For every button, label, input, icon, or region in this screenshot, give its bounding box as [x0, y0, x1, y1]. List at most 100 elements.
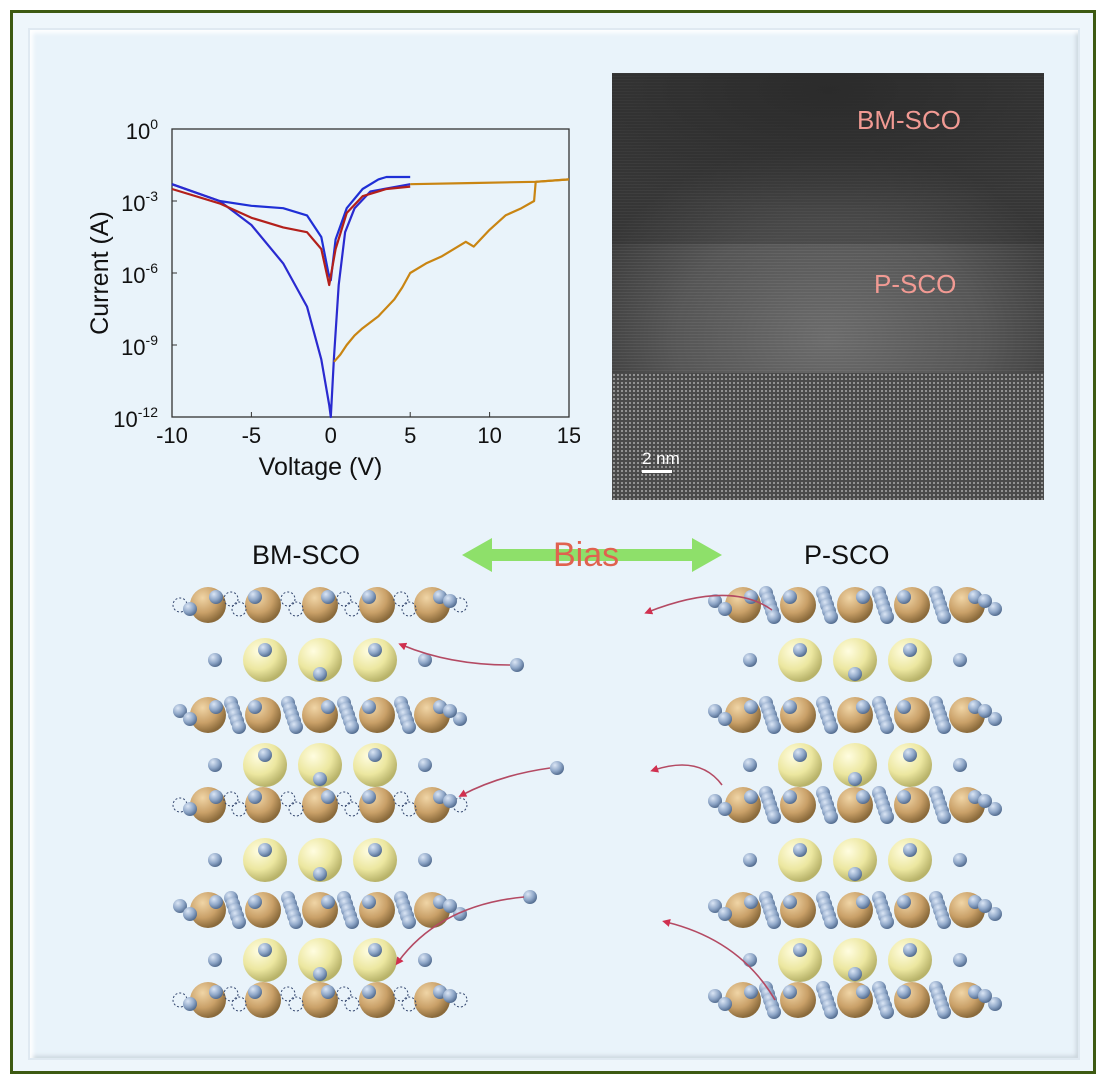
oxygen-atom — [897, 790, 911, 804]
oxygen-atom — [743, 953, 757, 967]
ion-migration-arrow — [650, 764, 723, 786]
oxygen-atom — [550, 761, 564, 775]
oxygen-atom — [708, 704, 722, 718]
oxygen-vacancy — [231, 801, 247, 817]
oxygen-atom — [848, 867, 862, 881]
oxygen-atom — [258, 643, 272, 657]
oxygen-atom — [856, 790, 870, 804]
oxygen-atom — [783, 895, 797, 909]
oxygen-atom — [856, 895, 870, 909]
oxygen-atom — [783, 790, 797, 804]
oxygen-atom — [248, 590, 262, 604]
oxygen-atom — [783, 590, 797, 604]
oxygen-atom — [368, 643, 382, 657]
sr-atom — [353, 938, 397, 982]
oxygen-atom — [988, 802, 1002, 816]
sr-atom — [888, 743, 932, 787]
oxygen-atom — [248, 985, 262, 999]
tem-image: BM-SCO P-SCO 2 nm — [612, 73, 1044, 500]
oxygen-atom — [978, 594, 992, 608]
sr-atom — [833, 938, 877, 982]
oxygen-atom — [321, 895, 335, 909]
oxygen-atom — [743, 758, 757, 772]
oxygen-atom — [453, 712, 467, 726]
oxygen-atom — [767, 720, 781, 734]
oxygen-atom — [443, 989, 457, 1003]
x-axis-label: Voltage (V) — [259, 453, 383, 481]
sr-atom — [353, 838, 397, 882]
oxygen-vacancy — [231, 996, 247, 1012]
oxygen-atom — [443, 899, 457, 913]
oxygen-atom — [897, 590, 911, 604]
tem-label-p-sco: P-SCO — [874, 269, 957, 299]
oxygen-atom — [345, 720, 359, 734]
oxygen-atom — [248, 895, 262, 909]
bias-label: Bias — [553, 536, 620, 574]
oxygen-atom — [418, 758, 432, 772]
sr-atom — [243, 838, 287, 882]
oxygen-atom — [880, 610, 894, 624]
oxygen-atom — [208, 758, 222, 772]
oxygen-atom — [368, 748, 382, 762]
bm-sco-title: BM-SCO — [252, 540, 360, 570]
tem-bm-sco-region — [612, 73, 1044, 244]
oxygen-vacancy — [344, 996, 360, 1012]
oxygen-atom — [880, 1005, 894, 1019]
series-blue-low — [171, 183, 411, 419]
oxygen-atom — [937, 810, 951, 824]
oxygen-atom — [248, 700, 262, 714]
oxygen-atom — [248, 790, 262, 804]
oxygen-atom — [767, 610, 781, 624]
oxygen-vacancy — [280, 591, 296, 607]
oxygen-vacancy — [223, 986, 239, 1002]
ion-migration-arrow — [458, 767, 551, 797]
p-sco-title: P-SCO — [804, 540, 890, 570]
oxygen-vacancy — [288, 801, 304, 817]
sr-atom — [778, 838, 822, 882]
oxygen-atom — [523, 890, 537, 904]
oxygen-atom — [783, 700, 797, 714]
ion-migration-arrow — [395, 896, 525, 966]
oxygen-vacancy — [288, 601, 304, 617]
sr-atom — [353, 638, 397, 682]
oxygen-atom — [824, 915, 838, 929]
oxygen-atom — [209, 590, 223, 604]
sr-atom — [778, 938, 822, 982]
oxygen-atom — [183, 712, 197, 726]
oxygen-atom — [988, 997, 1002, 1011]
oxygen-atom — [258, 943, 272, 957]
oxygen-vacancy — [280, 986, 296, 1002]
oxygen-atom — [903, 748, 917, 762]
scale-bar-label: 2 nm — [642, 449, 680, 468]
oxygen-atom — [937, 720, 951, 734]
oxygen-atom — [848, 667, 862, 681]
sr-atom — [353, 743, 397, 787]
oxygen-atom — [718, 802, 732, 816]
ion-migration-arrow — [644, 594, 773, 615]
oxygen-atom — [880, 915, 894, 929]
oxygen-atom — [443, 794, 457, 808]
oxygen-atom — [718, 602, 732, 616]
oxygen-atom — [978, 989, 992, 1003]
oxygen-atom — [443, 704, 457, 718]
tem-substrate-lattice — [612, 373, 1044, 500]
oxygen-atom — [978, 899, 992, 913]
x-tick-label: 15 — [557, 423, 580, 448]
oxygen-atom — [897, 985, 911, 999]
oxygen-atom — [418, 953, 432, 967]
oxygen-atom — [208, 953, 222, 967]
x-tick-label: -10 — [156, 423, 188, 448]
oxygen-atom — [848, 967, 862, 981]
oxygen-atom — [708, 899, 722, 913]
oxygen-atom — [183, 997, 197, 1011]
oxygen-atom — [321, 985, 335, 999]
oxygen-vacancy — [401, 996, 417, 1012]
oxygen-atom — [978, 704, 992, 718]
oxygen-atom — [824, 810, 838, 824]
bias-double-arrow — [462, 538, 722, 572]
oxygen-atom — [767, 915, 781, 929]
oxygen-atom — [793, 748, 807, 762]
ion-migration-arrow — [398, 642, 511, 666]
oxygen-atom — [208, 653, 222, 667]
oxygen-atom — [793, 843, 807, 857]
